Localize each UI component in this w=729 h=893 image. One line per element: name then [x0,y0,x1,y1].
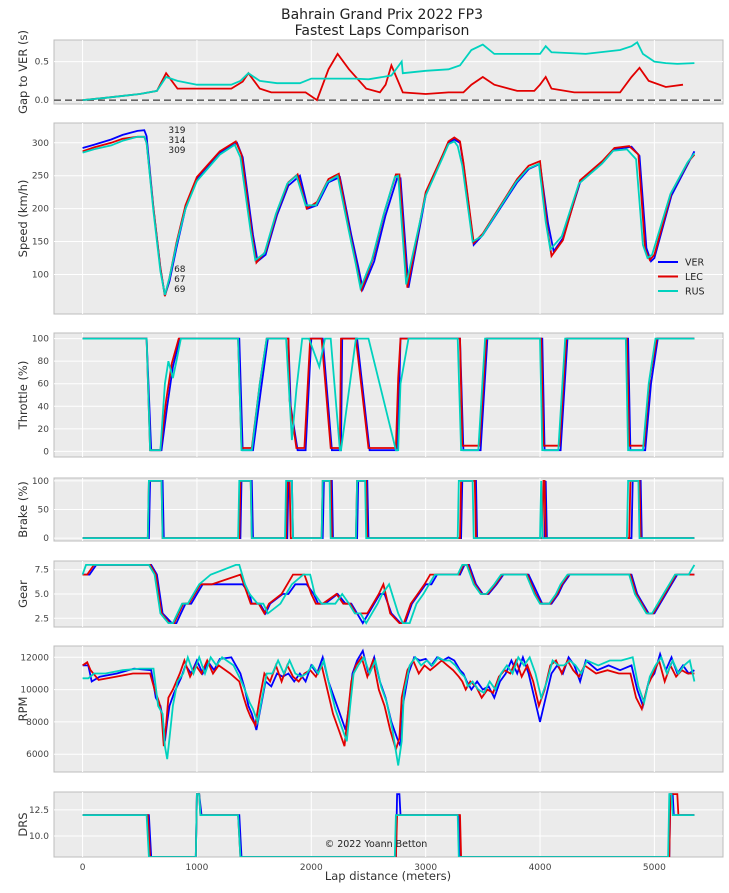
y-tick-label: 0 [43,534,49,544]
y-tick-label: 200 [32,205,49,215]
legend-label-lec: LEC [685,272,703,283]
series-rus-drs [82,793,695,857]
y-axis-label-throttle: Throttle (%) [16,361,30,431]
panel-rpm: 6000 8000 10000 12000 RPM [16,645,724,773]
y-axis-label-rpm: RPM [16,697,30,722]
chart-subtitle: Fastest Laps Comparison [295,23,470,39]
speed-annotation: 314 [168,136,185,146]
y-axis-label-speed: Speed (km/h) [16,180,30,258]
x-axis-label: Lap distance (meters) [325,869,451,883]
y-axis-label-gear: Gear [16,580,30,608]
y-tick-label: 8000 [26,718,49,728]
plot-area-speed [53,122,724,315]
x-tick-label: 4000 [529,863,552,873]
y-tick-label: 6000 [26,750,49,760]
x-tick-label: 3000 [414,863,437,873]
y-tick-label: 80 [38,357,50,367]
y-tick-label: 100 [32,477,49,487]
speed-annotation: 67 [174,275,185,285]
panel-gear: 2.5 5.0 7.5 Gear [16,560,724,628]
x-tick-label: 2000 [300,863,323,873]
x-tick-label: 1000 [185,863,208,873]
speed-annotation: 69 [174,285,186,295]
y-tick-label: 60 [38,380,50,390]
y-tick-label: 150 [32,238,49,248]
series-rus-brake [82,480,695,539]
y-tick-label: 0.0 [35,96,50,106]
y-tick-label: 20 [38,425,50,435]
y-tick-label: 300 [32,139,49,149]
y-tick-label: 40 [38,402,50,412]
watermark: © 2022 Yoann Betton [325,839,428,850]
y-tick-label: 250 [32,172,49,182]
y-tick-label: 50 [38,506,50,516]
y-axis-label-brake: Brake (%) [16,481,30,538]
x-tick-label: 0 [80,863,86,873]
y-tick-label: 7.5 [35,566,49,576]
y-tick-label: 5.0 [35,590,50,600]
speed-annotation: 309 [168,146,185,156]
y-tick-label: 0 [43,447,49,457]
speed-annotation: 319 [168,126,185,136]
plot-area-throttle [53,332,724,458]
y-tick-label: 100 [32,335,49,345]
y-tick-label: 12.5 [29,806,49,816]
chart-title: Bahrain Grand Prix 2022 FP3 [281,7,483,23]
y-axis-label-drs: DRS [16,812,30,836]
y-tick-label: 12000 [20,653,49,663]
y-tick-label: 2.5 [35,614,49,624]
panel-gap: 0.0 0.5 Gap to VER (s) [16,30,724,114]
series-rus-rpm [82,654,696,766]
y-tick-label: 10000 [20,686,49,696]
y-tick-label: 10.0 [29,832,49,842]
panel-throttle: 0 20 40 60 80 100 Throttle (%) [16,332,724,458]
series-rus-throttle [82,337,695,452]
legend-label-ver: VER [685,258,705,269]
y-tick-label: 100 [32,270,49,280]
y-tick-label: 0.5 [35,58,49,68]
x-tick-label: 5000 [643,863,666,873]
legend-label-rus: RUS [685,287,705,298]
series-rus-speed [82,135,696,296]
plot-area-drs [53,791,724,858]
y-axis-label-gap: Gap to VER (s) [16,30,30,114]
series-rus-gap [82,40,695,101]
series-lec-gap [82,52,684,102]
series-rus-gear [81,564,696,625]
speed-annotation: 68 [174,265,186,275]
